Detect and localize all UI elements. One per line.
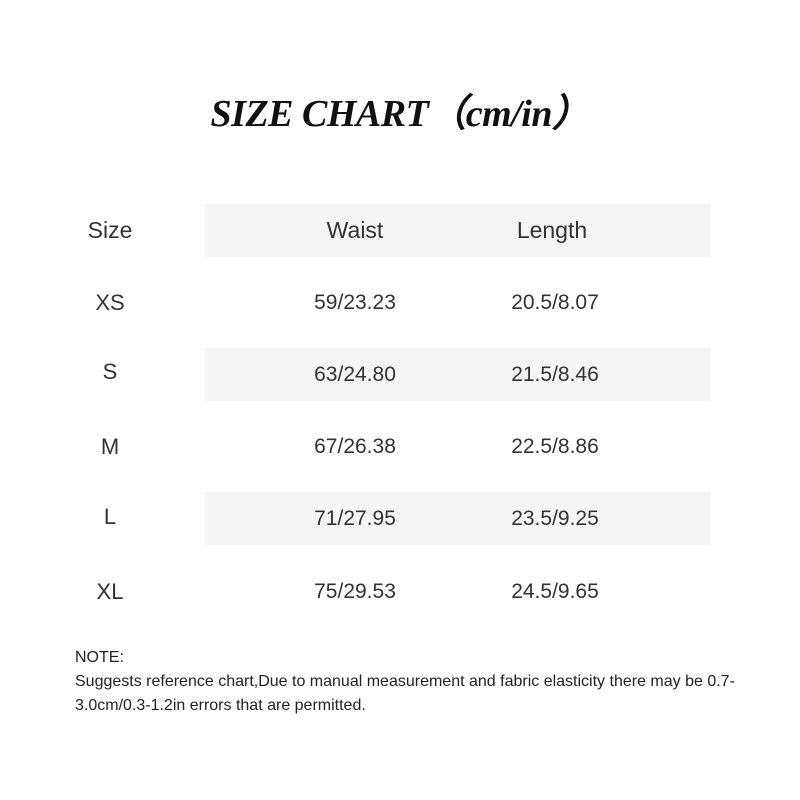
note-label: NOTE: bbox=[75, 649, 124, 666]
table-row: XL 75/29.53 24.5/9.65 bbox=[0, 565, 800, 618]
waist-cell: 59/23.23 bbox=[314, 291, 396, 314]
waist-cell: 63/24.80 bbox=[314, 363, 396, 386]
length-cell: 20.5/8.07 bbox=[511, 291, 599, 314]
length-cell: 22.5/8.86 bbox=[511, 435, 599, 458]
size-cell: XL bbox=[96, 579, 124, 604]
size-cell: XS bbox=[95, 290, 125, 315]
table-header: Size Waist Length bbox=[0, 204, 800, 257]
page-title: SIZE CHART（cm/in） bbox=[210, 93, 590, 135]
length-cell: 21.5/8.46 bbox=[511, 363, 599, 386]
note: NOTE: Suggests reference chart,Due to ma… bbox=[75, 646, 735, 718]
length-cell: 24.5/9.65 bbox=[511, 580, 599, 603]
header-size: Size bbox=[87, 217, 133, 243]
size-cell: S bbox=[102, 359, 118, 384]
header-waist: Waist bbox=[326, 217, 384, 243]
header-length: Length bbox=[516, 217, 588, 243]
waist-cell: 67/26.38 bbox=[314, 435, 396, 458]
waist-cell: 75/29.53 bbox=[314, 580, 396, 603]
size-cell: L bbox=[103, 504, 117, 529]
note-text: Suggests reference chart,Due to manual m… bbox=[75, 673, 735, 714]
table-row: M 67/26.38 22.5/8.86 bbox=[0, 420, 800, 473]
table-row: S 63/24.80 21.5/8.46 bbox=[0, 348, 800, 401]
waist-cell: 71/27.95 bbox=[314, 507, 396, 530]
table-row: XS 59/23.23 20.5/8.07 bbox=[0, 276, 800, 329]
table-row: L 71/27.95 23.5/9.25 bbox=[0, 492, 800, 545]
length-cell: 23.5/9.25 bbox=[511, 507, 599, 530]
size-cell: M bbox=[100, 434, 120, 459]
